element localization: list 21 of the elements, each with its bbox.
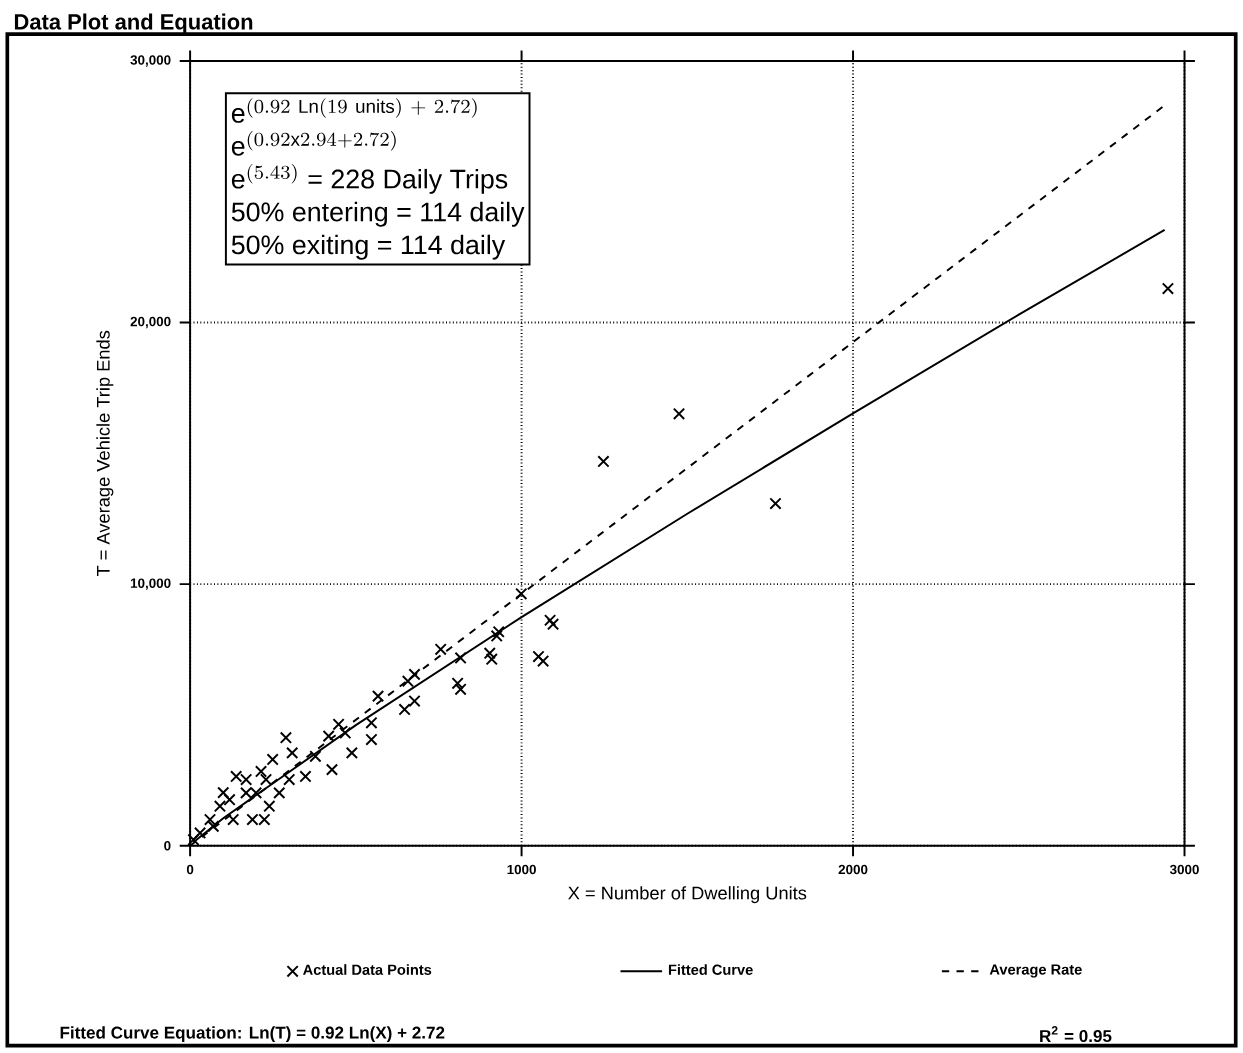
x-tick-label: 0 <box>186 864 194 875</box>
x-tick-label: 2000 <box>838 864 868 875</box>
y-tick-label: 20,000 <box>130 316 171 329</box>
annotation: $\mathrm{e}^{(5.43)}\mbox{ = 228 Daily Trips}$ <box>231 164 508 194</box>
annotation: $\mathrm{e}^{(0.92\mathrm{x}2.94+2.72)}$ <box>231 131 396 156</box>
chart-title: Data Plot and Equation <box>14 13 253 34</box>
text: R$^{2}$ = 0.95 <box>1040 1026 1112 1043</box>
y-axis-title: T = Average Vehicle Trip Ends <box>96 330 114 577</box>
x-axis-title: X = Number of Dwelling Units <box>568 886 807 904</box>
y-tick-label: 30,000 <box>130 55 171 67</box>
x-tick-label: 1000 <box>507 864 536 875</box>
y-tick-label: 10,000 <box>130 578 171 590</box>
legend-label: Average Rate <box>989 964 1082 978</box>
x-tick-label: 3000 <box>1169 864 1199 875</box>
legend-label: Fitted Curve <box>668 964 753 975</box>
annotation: 50% entering = 114 daily <box>231 201 525 227</box>
text: Fitted Curve Equation: Ln(T) = 0.92 Ln(X) + 2.72 <box>60 1026 445 1043</box>
annotation: 50% exiting = 114 daily <box>231 234 506 260</box>
y-tick-label: 0 <box>164 841 171 851</box>
annotation: $\mathrm{e}^{(0.92\ \mathrm{Ln}(19\ \mathrm{units})\ +\ 2.72)}$ <box>231 98 477 123</box>
legend-label: Actual Data Points <box>303 964 432 975</box>
